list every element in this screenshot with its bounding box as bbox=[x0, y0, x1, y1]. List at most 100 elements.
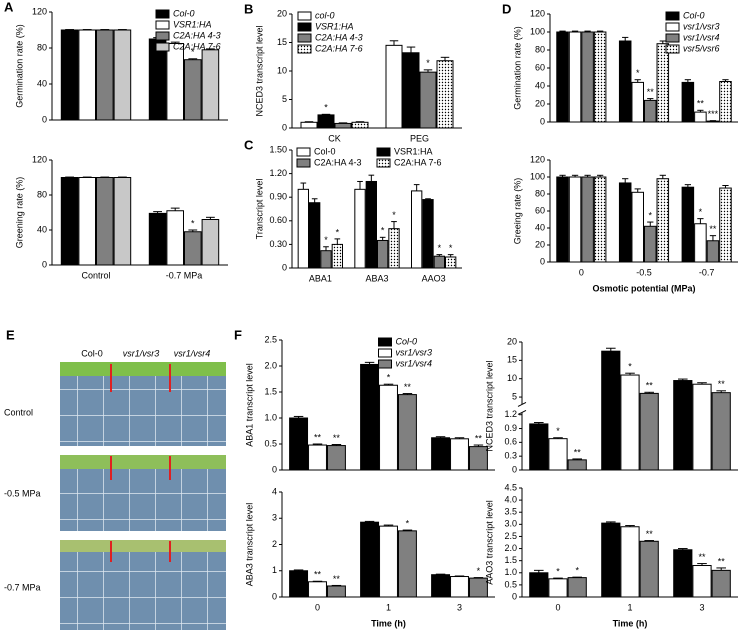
y-tick-label: 80 bbox=[37, 189, 47, 199]
error-bar bbox=[402, 393, 413, 395]
x-tick-label: AAO3 bbox=[422, 273, 446, 283]
bar bbox=[711, 392, 731, 471]
bar bbox=[113, 177, 132, 266]
x-tick-label: ABA1 bbox=[309, 273, 332, 283]
significance: ** bbox=[646, 529, 654, 539]
x-axis-label: Osmotic potential (MPa) bbox=[592, 283, 695, 293]
legend-swatch bbox=[378, 348, 392, 358]
legend-label: C2A:HA 4-3 bbox=[173, 30, 221, 40]
y-tick-label: 0.9 bbox=[504, 423, 517, 433]
significance: ** bbox=[647, 87, 655, 97]
seedlings bbox=[60, 362, 226, 376]
x-tick-label: 1 bbox=[627, 602, 632, 612]
bar bbox=[450, 576, 469, 598]
y-axis-label: NCED3 transcript level bbox=[484, 360, 494, 451]
y-tick-label: 80 bbox=[535, 188, 545, 198]
y-tick-label: 15 bbox=[277, 37, 287, 47]
y-tick-label: 2.0 bbox=[504, 543, 517, 553]
legend-label: vsr5/vsr6 bbox=[683, 43, 720, 53]
y-tick-label: 40 bbox=[535, 222, 545, 232]
x-axis-label: Time (h) bbox=[371, 618, 406, 628]
y-tick-label: 0 bbox=[540, 116, 545, 126]
y-axis-label: Greening rate (%) bbox=[14, 177, 24, 249]
legend-swatch bbox=[297, 11, 312, 21]
bar bbox=[184, 59, 202, 121]
bar bbox=[711, 569, 731, 598]
y-tick-label: 4.0 bbox=[504, 494, 517, 504]
legend-swatch bbox=[376, 147, 391, 157]
legend-swatch bbox=[378, 359, 392, 369]
bar bbox=[431, 437, 451, 471]
bar bbox=[297, 188, 309, 269]
bar bbox=[289, 570, 309, 598]
bar bbox=[639, 392, 659, 471]
legend-label: vsr1/vsr4 bbox=[683, 32, 720, 42]
error-bar bbox=[153, 211, 162, 214]
error-bar bbox=[684, 184, 691, 188]
bar bbox=[548, 438, 568, 471]
error-bar bbox=[391, 221, 397, 229]
bar bbox=[308, 581, 327, 598]
significance: ** bbox=[475, 433, 483, 443]
significance: * bbox=[636, 68, 640, 78]
error-bar bbox=[304, 121, 314, 123]
bar bbox=[201, 49, 220, 121]
y-tick-label: 0 bbox=[512, 591, 517, 601]
y-tick-label: 1.0 bbox=[264, 412, 277, 422]
y-tick-label: 2 bbox=[272, 539, 277, 549]
photo-panel: E Col-0 vsr1/vsr3 vsr1/vsr4 Control -0.5… bbox=[4, 327, 226, 630]
bar bbox=[184, 231, 202, 266]
bar bbox=[568, 176, 582, 263]
bar bbox=[60, 177, 79, 266]
photo bbox=[60, 540, 226, 630]
bar bbox=[644, 225, 657, 263]
bar bbox=[593, 176, 607, 263]
bar bbox=[96, 177, 114, 266]
bar bbox=[317, 114, 335, 129]
bar bbox=[581, 176, 594, 263]
error-bar bbox=[379, 236, 386, 241]
error-bar bbox=[559, 30, 566, 32]
bar bbox=[529, 423, 549, 471]
x-tick-label: CK bbox=[328, 133, 341, 143]
error-bar bbox=[697, 109, 704, 113]
y-tick-label: 40 bbox=[535, 80, 545, 90]
bar bbox=[96, 29, 114, 121]
error-bar bbox=[357, 180, 363, 190]
bar bbox=[673, 549, 693, 598]
error-bar bbox=[722, 185, 729, 189]
row-label: -0.5 MPa bbox=[4, 488, 41, 498]
x-tick-label: 3 bbox=[457, 602, 462, 612]
bar bbox=[360, 363, 380, 471]
significance: ** bbox=[718, 379, 726, 389]
x-tick-label: 0 bbox=[315, 602, 320, 612]
bar bbox=[694, 223, 707, 263]
y-tick-label: 80 bbox=[535, 44, 545, 54]
error-bar bbox=[311, 198, 318, 203]
error-bar bbox=[606, 347, 616, 352]
y-tick-label: 0.60 bbox=[269, 215, 287, 225]
error-bar bbox=[584, 174, 591, 177]
significance: * bbox=[649, 210, 653, 220]
x-tick-label: Control bbox=[81, 270, 110, 280]
bar bbox=[694, 111, 707, 123]
y-tick-label: 0 bbox=[540, 256, 545, 266]
bar bbox=[681, 81, 695, 123]
significance: * bbox=[477, 566, 481, 576]
bar bbox=[548, 578, 568, 598]
y-axis-label: Greeing rate (%) bbox=[512, 178, 522, 245]
bar bbox=[529, 572, 549, 598]
significance: ** bbox=[333, 574, 341, 584]
error-bar bbox=[559, 174, 566, 177]
bar bbox=[618, 40, 632, 123]
y-axis-label: NCED3 transcript level bbox=[254, 25, 264, 116]
significance: ** bbox=[314, 432, 322, 442]
panel-label: D bbox=[502, 1, 511, 16]
bar bbox=[166, 43, 184, 121]
error-bar bbox=[571, 174, 579, 177]
legend-swatch bbox=[665, 44, 680, 54]
divider bbox=[110, 364, 171, 562]
column-label: vsr1/vsr3 bbox=[123, 348, 160, 358]
error-bar bbox=[597, 174, 604, 177]
y-axis-label: Germination rate (%) bbox=[14, 24, 24, 108]
